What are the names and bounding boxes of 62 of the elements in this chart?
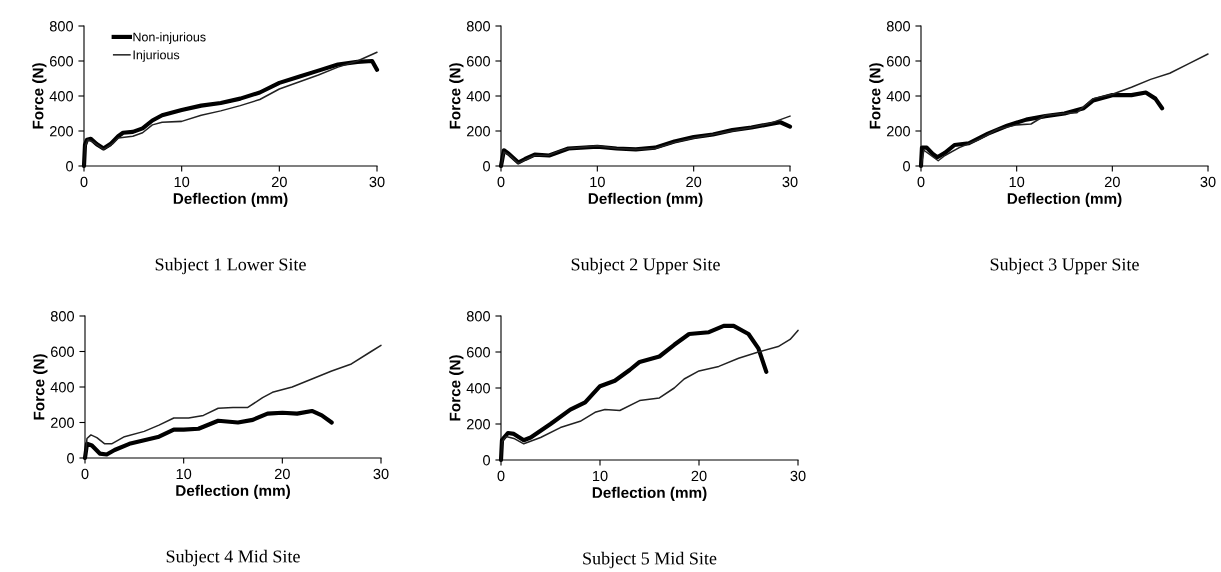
- y-axis-title: Force (N): [449, 355, 464, 421]
- x-tick-label: 30: [782, 176, 798, 188]
- y-tick-label: 200: [49, 126, 74, 137]
- x-tick-label: 30: [790, 470, 806, 482]
- x-axis-title: Deflection (mm): [176, 484, 290, 500]
- y-tick-label: 0: [903, 161, 911, 172]
- y-tick-label: 800: [466, 311, 491, 322]
- y-tick-label: 200: [50, 417, 75, 428]
- y-tick-label: 200: [466, 419, 491, 430]
- x-axis-title: Deflection (mm): [1007, 192, 1122, 208]
- y-tick-label: 0: [483, 455, 491, 466]
- y-tick-label: 600: [466, 347, 491, 358]
- y-tick-label: 600: [49, 56, 74, 67]
- y-tick-label: 0: [483, 161, 491, 172]
- x-tick-label: 20: [271, 176, 287, 188]
- y-axis-title: Force (N): [33, 354, 48, 420]
- legend-label: Non-injurious: [133, 32, 206, 44]
- y-tick-label: 0: [66, 161, 74, 172]
- x-tick-label: 30: [1200, 176, 1216, 188]
- y-tick-label: 0: [67, 453, 75, 464]
- text: Subject 5 Mid Site: [583, 551, 717, 569]
- x-tick-label: 30: [369, 176, 385, 188]
- x-tick-label: 20: [1104, 176, 1120, 188]
- x-tick-label: 0: [497, 470, 505, 482]
- x-tick-label: 20: [686, 176, 702, 188]
- x-tick-label: 10: [590, 176, 605, 188]
- y-axis-title: Force (N): [32, 63, 47, 129]
- legend-label: Injurious: [133, 50, 180, 62]
- y-tick-label: 800: [466, 21, 491, 32]
- x-tick-label: 30: [373, 468, 389, 480]
- x-tick-label: 0: [917, 176, 925, 188]
- y-tick-label: 600: [50, 346, 75, 357]
- y-tick-label: 400: [886, 91, 911, 102]
- y-tick-label: 800: [49, 21, 74, 32]
- y-tick-label: 600: [886, 56, 911, 67]
- x-tick-label: 0: [81, 468, 89, 480]
- x-tick-label: 0: [80, 176, 88, 188]
- y-axis-title: Force (N): [449, 63, 464, 129]
- y-tick-label: 600: [466, 56, 491, 67]
- y-tick-label: 400: [49, 91, 74, 102]
- text: Subject 4 Mid Site: [166, 549, 300, 567]
- y-tick-label: 200: [466, 126, 491, 137]
- x-tick-label: 10: [1009, 176, 1025, 188]
- x-axis-title: Deflection (mm): [173, 192, 288, 208]
- x-tick-label: 20: [274, 468, 290, 480]
- y-tick-label: 400: [466, 91, 491, 102]
- y-tick-label: 400: [466, 383, 491, 394]
- y-tick-label: 800: [50, 311, 75, 322]
- x-tick-label: 10: [593, 470, 608, 482]
- x-tick-label: 10: [176, 468, 192, 480]
- x-axis-title: Deflection (mm): [592, 486, 707, 502]
- text: Subject 2 Upper Site: [571, 257, 720, 275]
- y-tick-label: 200: [886, 126, 911, 137]
- y-tick-label: 400: [50, 382, 75, 393]
- x-tick-label: 0: [497, 176, 505, 188]
- y-axis-title: Force (N): [869, 63, 884, 129]
- x-tick-label: 20: [691, 470, 707, 482]
- x-axis-title: Deflection (mm): [588, 192, 703, 208]
- text: Subject 3 Upper Site: [990, 257, 1139, 275]
- text: Subject 1 Lower Site: [155, 257, 306, 275]
- x-tick-label: 10: [174, 176, 190, 188]
- y-tick-label: 800: [886, 21, 911, 32]
